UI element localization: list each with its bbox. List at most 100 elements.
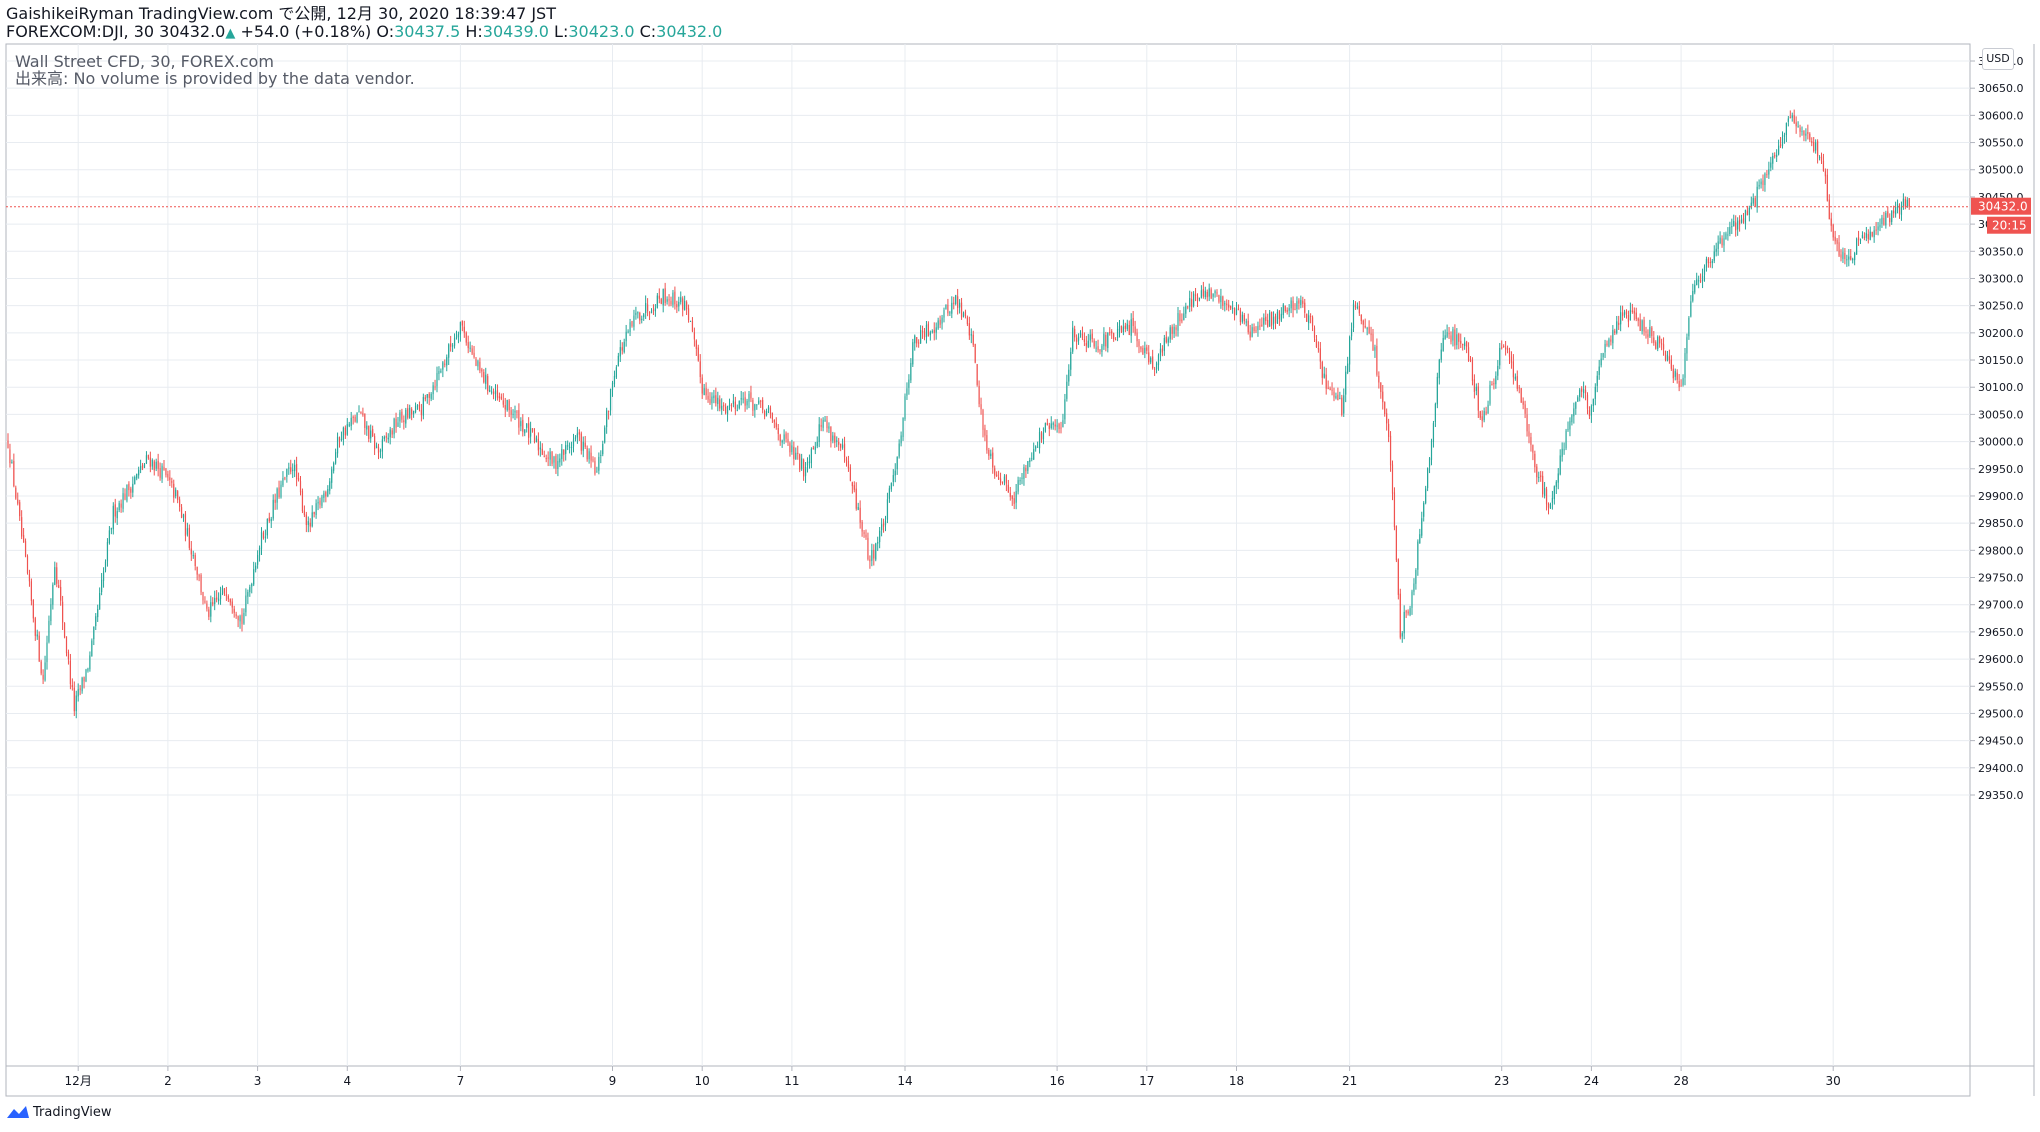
candle-body xyxy=(1220,296,1222,303)
candle-body xyxy=(1391,464,1394,494)
candle-body xyxy=(756,404,758,406)
candle-body xyxy=(1249,331,1251,338)
candle-body xyxy=(676,304,678,308)
candle-body xyxy=(1311,317,1314,327)
candle-body xyxy=(286,468,288,477)
candle-body xyxy=(1048,425,1050,429)
candle-body xyxy=(1218,295,1220,302)
candle-body xyxy=(1768,169,1770,175)
price-tick-label: 30200.0 xyxy=(1978,327,2024,340)
candle-body xyxy=(1118,325,1121,331)
candle-body xyxy=(426,394,428,398)
current-price-tag-value: 30432.0 xyxy=(1978,200,2028,214)
candle-body xyxy=(1276,312,1279,324)
candle-body xyxy=(1382,391,1384,403)
price-tick-label: 30550.0 xyxy=(1978,137,2024,150)
candle-body xyxy=(370,430,372,439)
price-tick-label: 29550.0 xyxy=(1978,680,2024,693)
candle-body xyxy=(1384,402,1386,415)
candle-body xyxy=(732,400,734,404)
candle-body xyxy=(350,417,352,426)
candle-body xyxy=(1633,310,1635,314)
candle-body xyxy=(1655,342,1657,349)
candle-body xyxy=(116,511,118,519)
candle-body xyxy=(1612,329,1614,344)
candle-body xyxy=(1232,307,1234,309)
candle-body xyxy=(477,361,479,367)
candle-body xyxy=(399,412,401,422)
candle-body xyxy=(637,312,639,314)
candle-body xyxy=(333,463,335,471)
candle-body xyxy=(1818,157,1821,159)
candle-body xyxy=(812,447,814,450)
candle-body xyxy=(1559,455,1561,475)
pane-frame xyxy=(5,43,1971,1097)
candle-body xyxy=(1715,248,1717,252)
candle-body xyxy=(1352,303,1355,328)
candle-body xyxy=(1631,310,1633,312)
candle-body xyxy=(1588,409,1591,417)
candle-body xyxy=(1269,312,1271,327)
candle-body xyxy=(957,296,959,308)
candle-body xyxy=(455,336,458,338)
candle-body xyxy=(834,435,836,443)
candle-body xyxy=(1735,222,1737,231)
candle-body xyxy=(914,335,916,344)
currency-label[interactable]: USD xyxy=(1982,48,2014,70)
candle-body xyxy=(85,669,87,682)
candle-body xyxy=(1861,234,1864,238)
candle-body xyxy=(931,331,933,333)
candle-body xyxy=(327,489,329,497)
candle-body xyxy=(1842,251,1844,260)
candle-body xyxy=(830,426,832,441)
candle-body xyxy=(79,688,81,690)
candle-body xyxy=(1801,130,1803,132)
candle-body xyxy=(645,303,647,313)
candle-body xyxy=(760,400,762,402)
candle-body xyxy=(582,441,584,451)
candle-body xyxy=(1138,341,1140,347)
candle-body xyxy=(1625,310,1628,315)
price-tick-label: 29400.0 xyxy=(1978,762,2024,775)
candle-body xyxy=(11,462,13,464)
candle-body xyxy=(1778,145,1780,155)
candle-body xyxy=(750,392,752,399)
candle-body xyxy=(151,459,153,467)
candle-body xyxy=(1105,334,1107,347)
candle-body xyxy=(1206,291,1208,298)
candle-body xyxy=(1902,198,1904,206)
candle-body xyxy=(578,432,580,435)
price-tick-label: 29450.0 xyxy=(1978,735,2024,748)
candle-body xyxy=(1136,332,1138,342)
open-value: 30437.5 xyxy=(394,22,461,41)
candle-body xyxy=(1058,423,1060,429)
candle-body xyxy=(1331,389,1333,391)
candle-body xyxy=(1428,458,1431,467)
candle-body xyxy=(1536,466,1538,478)
candle-body xyxy=(198,575,200,577)
candle-body xyxy=(1038,432,1041,449)
candle-body xyxy=(1887,211,1889,217)
candle-body xyxy=(1684,353,1686,378)
symbol-name[interactable]: FOREXCOM:DJI, 30 xyxy=(6,22,155,41)
candle-body xyxy=(171,481,173,483)
candle-body xyxy=(1649,327,1651,337)
candle-body xyxy=(684,300,686,311)
candle-body xyxy=(114,504,116,517)
candle-body xyxy=(923,331,926,338)
candle-body xyxy=(541,448,543,455)
candle-body xyxy=(30,581,32,601)
candle-body xyxy=(502,400,504,405)
candle-body xyxy=(1596,375,1598,386)
candle-body xyxy=(970,334,972,336)
candle-body xyxy=(861,521,863,532)
candle-body xyxy=(1717,241,1719,249)
candle-body xyxy=(1198,297,1201,300)
tradingview-logo[interactable]: TradingView xyxy=(6,1104,112,1120)
candle-body xyxy=(1116,328,1119,339)
candle-body xyxy=(257,555,259,565)
candle-body xyxy=(1397,559,1399,595)
price-tick-label: 29750.0 xyxy=(1978,572,2024,585)
candle-body xyxy=(1327,387,1329,389)
